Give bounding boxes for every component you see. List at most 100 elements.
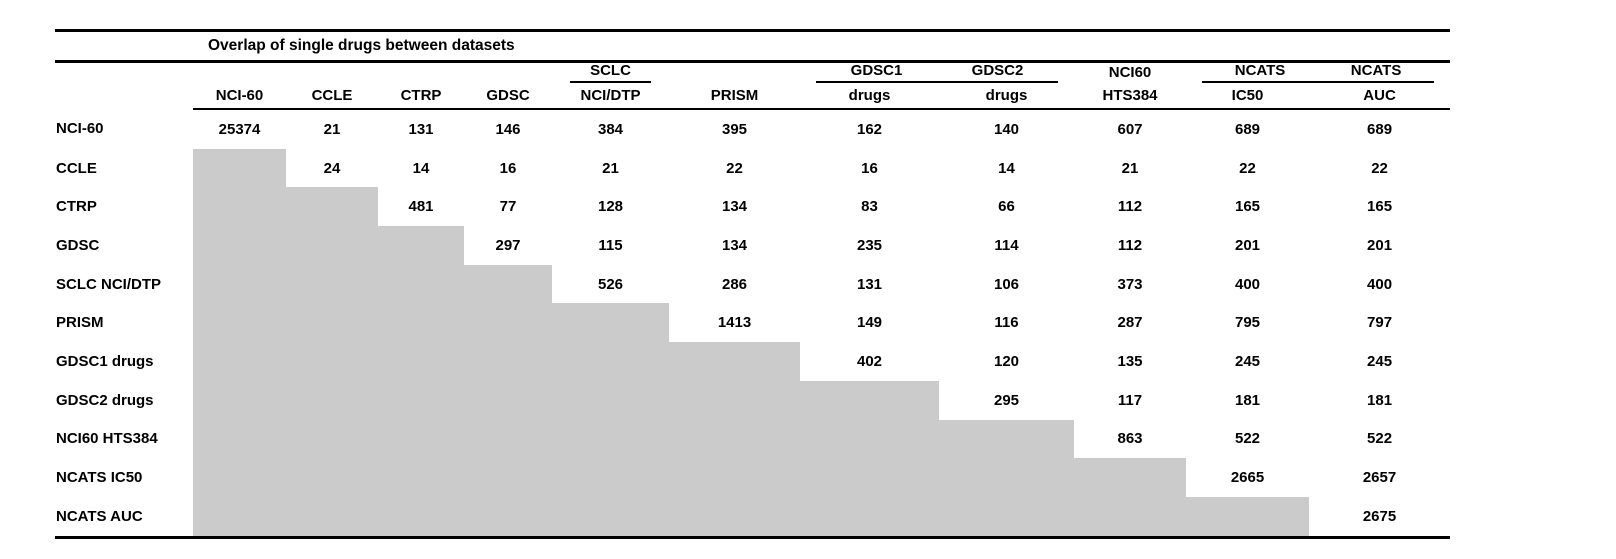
shaded-cell: [1074, 496, 1186, 539]
shaded-cell: [286, 496, 378, 539]
value-cell: 689: [1234, 120, 1261, 138]
column-group-label: NCATS: [1350, 62, 1402, 79]
table-row: NCATS AUC 2675: [55, 496, 1451, 539]
table-row: CTRP 481 77 128 134 83 66 112 165 165: [55, 187, 1450, 227]
value-cell: 245: [1234, 352, 1261, 370]
shaded-cell: [800, 419, 939, 459]
column-header: NCI-60: [193, 83, 286, 110]
column-group-header: NCATS NCATS: [1186, 62, 1450, 83]
shaded-cell: [378, 264, 464, 304]
value-cell: 526: [597, 275, 624, 293]
shaded-cell: [193, 187, 286, 227]
value-cell: 1413: [717, 314, 752, 332]
table-title: Overlap of single drugs between datasets: [55, 29, 1451, 63]
table-row: NCATS IC50 2665 2657: [55, 458, 1450, 497]
value-cell: 134: [721, 236, 748, 254]
shaded-cell: [552, 458, 669, 497]
value-cell: 2675: [1309, 496, 1451, 539]
value-cell: 400: [1367, 275, 1393, 293]
value-cell: 115: [598, 236, 623, 254]
value-cell: 14: [998, 159, 1015, 177]
value-cell: 77: [499, 198, 517, 216]
shaded-cell: [464, 380, 552, 420]
value-cell: 607: [1117, 120, 1143, 138]
value-cell: 117: [1117, 391, 1143, 409]
shaded-cell: [939, 496, 1074, 539]
value-cell: 162: [856, 120, 883, 138]
table-row: GDSC1 drugs 402 120 135 245 245: [55, 342, 1450, 381]
value-cell: 689: [1367, 120, 1393, 138]
value-cell: 373: [1117, 275, 1143, 293]
shaded-cell: [669, 342, 800, 381]
shaded-cell: [669, 458, 800, 497]
value-cell: 24: [323, 159, 341, 177]
column-header: IC50: [1186, 83, 1309, 110]
shaded-cell: [669, 496, 800, 539]
value-cell: 287: [1117, 314, 1143, 332]
table-row: CCLE 24 14 16 21 22 16 14 21 22 22: [55, 148, 1450, 188]
shaded-cell: [800, 380, 939, 420]
corner-cell: [55, 83, 193, 109]
row-label: CCLE: [56, 159, 97, 177]
row-label: NCI60 HTS384: [56, 430, 158, 448]
shaded-cell: [552, 380, 669, 420]
shaded-cell: [286, 342, 378, 381]
shaded-cell: [552, 342, 669, 381]
column-header: PRISM: [669, 83, 800, 110]
shaded-cell: [193, 342, 286, 381]
column-group-label: NCI60: [1108, 64, 1152, 81]
value-cell: 22: [1371, 159, 1388, 177]
table-body: NCI-60 25374 21 131 146 384 395 162 140 607 689 689…: [55, 109, 1451, 539]
value-cell: 128: [597, 198, 624, 216]
shaded-cell: [464, 303, 552, 343]
column-group-label: GDSC2: [971, 62, 1024, 79]
shaded-cell: [552, 303, 669, 343]
header-row: NCI-60 CCLE CTRP GDSC NCI/DTP PRISM drugs drugs…: [55, 83, 1451, 110]
column-group-header: SCLC: [552, 62, 669, 83]
value-cell: 201: [1367, 236, 1393, 254]
table-row: SCLC NCI/DTP 526 286 131 106 373 400 400: [55, 264, 1450, 304]
value-cell: 21: [323, 120, 341, 138]
value-cell: 863: [1117, 430, 1143, 448]
shaded-cell: [286, 458, 378, 497]
value-cell: 131: [856, 275, 883, 293]
value-cell: 83: [861, 198, 878, 216]
shaded-cell: [552, 419, 669, 459]
shaded-cell: [378, 380, 464, 420]
shaded-cell: [464, 458, 552, 497]
value-cell: 116: [994, 314, 1019, 332]
column-group-label: SCLC: [590, 62, 631, 79]
value-cell: 149: [856, 314, 883, 332]
shaded-cell: [378, 458, 464, 497]
shaded-cell: [464, 496, 552, 539]
value-cell: 22: [726, 159, 743, 177]
shaded-cell: [939, 458, 1074, 497]
row-label: NCI-60: [56, 120, 104, 138]
value-cell: 522: [1234, 430, 1261, 448]
value-cell: 2665: [1230, 469, 1265, 487]
row-label: GDSC: [56, 236, 100, 254]
shaded-cell: [193, 380, 286, 420]
value-cell: 120: [993, 352, 1020, 370]
value-cell: 165: [1367, 198, 1393, 216]
column-header: GDSC: [464, 83, 552, 110]
column-header: drugs: [939, 83, 1074, 110]
shaded-cell: [286, 264, 378, 304]
column-group-label: GDSC1: [850, 62, 903, 79]
row-label: NCATS IC50: [56, 469, 143, 487]
value-cell: 235: [856, 236, 883, 254]
value-cell: 21: [602, 159, 619, 177]
value-cell: 481: [408, 198, 434, 216]
value-cell: 66: [998, 198, 1015, 216]
shaded-cell: [1074, 458, 1186, 497]
shaded-cell: [193, 148, 286, 188]
shaded-cell: [669, 419, 800, 459]
value-cell: 134: [721, 198, 748, 216]
shaded-cell: [193, 458, 286, 497]
shaded-cell: [286, 303, 378, 343]
column-group-header: GDSC1 GDSC2: [800, 62, 1074, 83]
title-row: Overlap of single drugs between datasets: [55, 29, 1451, 63]
value-cell: 295: [993, 391, 1020, 409]
shaded-cell: [286, 380, 378, 420]
